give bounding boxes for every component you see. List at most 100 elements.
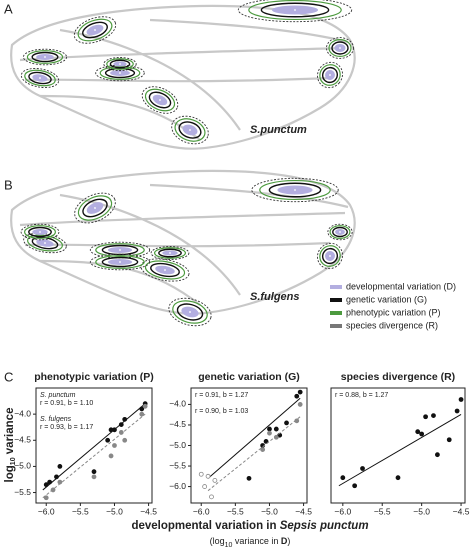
divergence-ellipse — [150, 246, 190, 260]
point — [112, 443, 117, 448]
x-tick-label: −6.0 — [38, 506, 55, 516]
genetic-ellipse — [332, 226, 348, 238]
x-tick-label: −5.5 — [374, 506, 391, 516]
series-name: S. punctum — [40, 392, 76, 399]
chart-title: phenotypic variation (P) — [34, 371, 154, 383]
divergence-ellipse — [22, 48, 68, 66]
y-tick-label: −5.0 — [14, 461, 31, 471]
point — [246, 475, 252, 481]
landmark — [171, 115, 209, 145]
genetic-ellipse — [178, 121, 202, 139]
phenotypic-ellipse — [329, 225, 351, 239]
genetic-ellipse — [28, 71, 52, 85]
point — [352, 483, 358, 489]
series-name: S. fulgens — [40, 416, 72, 423]
landmark — [141, 86, 179, 114]
genetic-ellipse — [82, 198, 108, 218]
phenotypic-ellipse — [259, 179, 331, 201]
landmark — [317, 242, 343, 270]
point — [205, 473, 211, 479]
plot-frame — [35, 387, 153, 504]
genetic-ellipse — [176, 303, 204, 321]
phenotypic-ellipse — [95, 243, 145, 257]
phenotypic-ellipse — [77, 18, 113, 42]
landmark — [237, 0, 353, 23]
x-tick-label: −5.0 — [261, 506, 278, 516]
y-tick-label: −4.0 — [14, 408, 31, 418]
annotation: r = 0.91, b = 1.10 — [40, 400, 93, 407]
genetic-ellipse — [321, 247, 339, 265]
landmark-dot — [294, 9, 296, 11]
divergence-ellipse — [23, 232, 67, 254]
landmark-dot — [119, 72, 121, 74]
point — [43, 482, 49, 488]
landmark-dot — [39, 77, 41, 79]
point — [419, 431, 425, 437]
plot-frame — [330, 387, 466, 504]
point — [198, 471, 204, 477]
point — [294, 393, 300, 399]
landmark-dot — [169, 252, 171, 254]
point — [105, 437, 111, 443]
genetic-ellipse — [28, 226, 52, 238]
point — [284, 420, 289, 426]
genetic-ellipse — [148, 91, 172, 109]
point — [458, 397, 464, 402]
landmark — [168, 297, 212, 327]
phenotypic-ellipse — [99, 66, 141, 80]
divergence-ellipse — [74, 192, 116, 224]
phenotypic-ellipse — [144, 88, 176, 112]
landmark — [327, 223, 353, 241]
genetic-ellipse — [31, 51, 59, 63]
landmark — [22, 48, 68, 66]
divergence-ellipse — [251, 177, 339, 203]
landmark-dot — [294, 189, 296, 191]
landmark-dot — [189, 311, 191, 313]
point — [294, 418, 300, 424]
annotation: r = 0.90, b = 1.03 — [195, 408, 248, 415]
divergence-ellipse — [327, 223, 353, 241]
phenotypic-ellipse — [319, 64, 341, 86]
landmark-dot — [329, 255, 331, 257]
landmark-dot — [119, 249, 121, 251]
y-tick-label: −4.5 — [169, 419, 186, 429]
legend-swatch — [330, 311, 342, 315]
legend-swatch — [330, 285, 342, 289]
phenotypic-ellipse — [172, 300, 208, 324]
point — [91, 474, 97, 480]
landmark-dot — [44, 56, 46, 58]
genetic-ellipse — [321, 66, 339, 84]
landmark — [74, 192, 116, 224]
species-name: S.fulgens — [250, 291, 300, 303]
divergence-ellipse — [317, 242, 343, 270]
divergence-ellipse — [141, 86, 179, 114]
point — [139, 406, 145, 412]
landmark — [103, 57, 137, 71]
legend-label: phenotypic variation (P) — [346, 307, 441, 317]
landmark-dot — [339, 231, 341, 233]
x-sub-part: variance in — [232, 536, 281, 546]
plot-frame — [190, 387, 308, 504]
landmark — [150, 246, 190, 260]
y-tick-label: −4.5 — [14, 435, 31, 445]
point — [340, 475, 346, 481]
legend-label: species divergence (R) — [346, 320, 438, 330]
x-sub-part: (log — [210, 536, 225, 546]
divergence-ellipse — [237, 0, 353, 23]
point — [360, 466, 365, 471]
x-tick-label: −5.5 — [72, 506, 89, 516]
landmark-dot — [189, 129, 191, 131]
divergence-ellipse — [168, 297, 212, 327]
x-label-part: developmental variation in — [131, 520, 279, 532]
divergence-ellipse — [103, 57, 137, 71]
point — [273, 434, 279, 440]
y-tick-label: −5.5 — [169, 460, 186, 470]
panel-label: A — [4, 1, 13, 16]
point — [297, 389, 303, 395]
phenotypic-ellipse — [154, 247, 186, 259]
landmark — [140, 258, 190, 282]
phenotypic-ellipse — [106, 58, 134, 70]
x-sub-part: D — [281, 536, 288, 546]
point — [122, 437, 128, 443]
point — [50, 487, 56, 493]
